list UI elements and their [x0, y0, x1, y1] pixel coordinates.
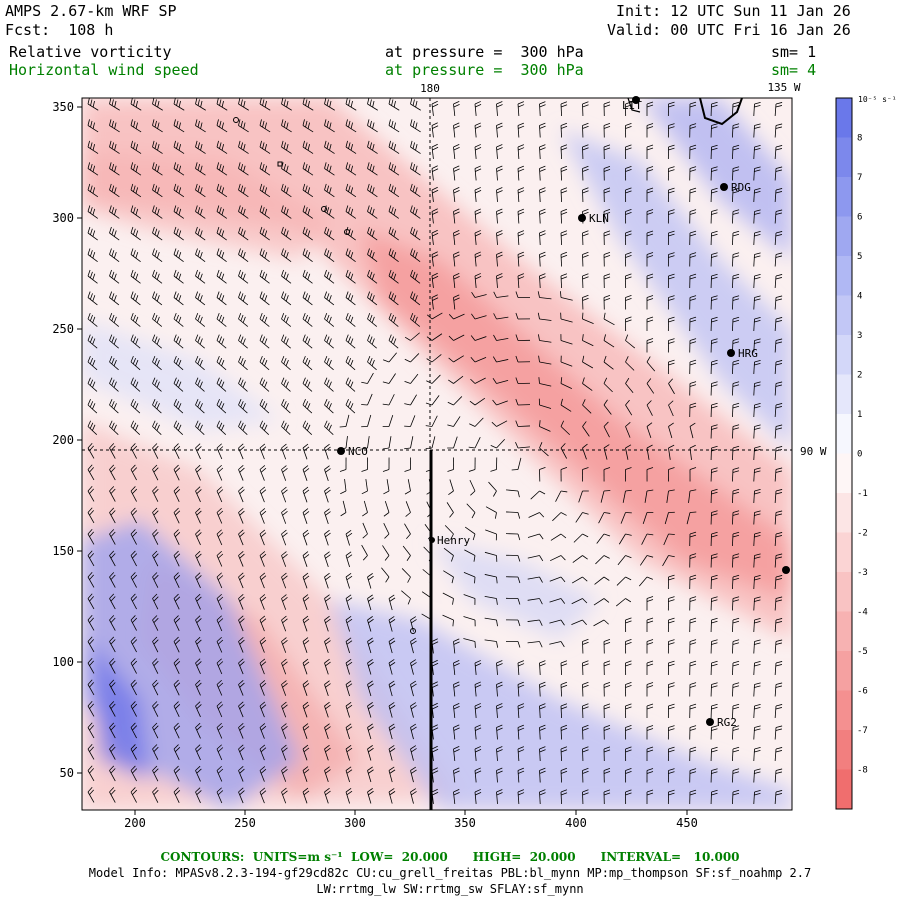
field2-name: Horizontal wind speed [9, 61, 199, 79]
field1-name: Relative vorticity [9, 43, 172, 61]
colorbar-label: 5 [857, 252, 862, 262]
station-label: Henry [437, 534, 470, 547]
colorbar-label: 4 [857, 292, 862, 302]
station-label: HRG [738, 347, 758, 360]
y-tick-label: 150 [52, 544, 74, 558]
x-tick-label: 200 [124, 816, 146, 830]
y-tick-label: 350 [52, 100, 74, 114]
init-time: Init: 12 UTC Sun 11 Jan 26 [616, 2, 851, 20]
physics-info: LW:rrtmg_lw SW:rrtmg_sw SFLAY:sf_mynn [316, 882, 584, 896]
colorbar: 10⁻⁵ s⁻¹ 8 7 6 5 4 3 2 1 0 -1 -2 -3 -4 -5 -6 -7 -8 [835, 95, 897, 810]
valid-time: Valid: 00 UTC Fri 16 Jan 26 [607, 21, 851, 39]
y-tick-label: 200 [52, 433, 74, 447]
x-tick-label: 250 [234, 816, 256, 830]
colorbar-swatch [836, 256, 852, 296]
lon-135w-label: 135 W [767, 81, 800, 94]
y-tick-label: 50 [60, 766, 74, 780]
station-label: KLN [589, 212, 609, 225]
station-dot [727, 349, 735, 357]
lon-180-label: 180 [420, 82, 440, 95]
station-dot [706, 718, 714, 726]
colorbar-swatch [836, 651, 852, 691]
colorbar-label: -6 [857, 687, 868, 697]
y-tick-label: 250 [52, 322, 74, 336]
colorbar-swatch [836, 769, 852, 810]
colorbar-swatch [836, 295, 852, 336]
x-tick-label: 300 [344, 816, 366, 830]
station-label: RG2 [717, 716, 737, 729]
field2-level: at pressure = 300 hPa [385, 61, 584, 79]
coastline-west [627, 97, 641, 113]
colorbar-label: 6 [857, 213, 862, 223]
colorbar-swatch [836, 335, 852, 375]
colorbar-unit: 10⁻⁵ s⁻¹ [858, 95, 897, 104]
colorbar-swatch [836, 611, 852, 652]
colorbar-swatch [836, 98, 852, 138]
colorbar-swatch [836, 177, 852, 217]
colorbar-swatch [836, 216, 852, 257]
colorbar-swatch [836, 572, 852, 612]
lat-90w-label: 90 W [800, 445, 827, 458]
marker-circle [233, 117, 239, 123]
colorbar-label: -1 [857, 489, 868, 499]
station-dot [337, 447, 345, 455]
colorbar-label: -3 [857, 568, 868, 578]
x-tick-label: 350 [454, 816, 476, 830]
field2-smoothing: sm= 4 [771, 61, 817, 79]
contour-info: CONTOURS: UNITS=m s⁻¹ LOW= 20.000 HIGH= … [160, 850, 740, 864]
colorbar-label: 2 [857, 371, 862, 381]
colorbar-swatch [836, 374, 852, 415]
colorbar-swatch [836, 532, 852, 573]
colorbar-label: -2 [857, 529, 868, 539]
map-frame [81, 97, 793, 811]
marker-square [277, 161, 283, 167]
field1-smoothing: sm= 1 [771, 43, 817, 61]
x-tick-label: 400 [565, 816, 587, 830]
station-label: NCO [348, 445, 368, 458]
axes: 200 250 300 350 400 450 350 300 250 200 … [52, 81, 827, 830]
colorbar-label: -4 [857, 608, 868, 618]
colorbar-swatch [836, 493, 852, 533]
colorbar-swatch [836, 730, 852, 770]
station-dot [720, 183, 728, 191]
colorbar-label: 0 [857, 450, 862, 460]
colorbar-label: 3 [857, 331, 862, 341]
field1-level: at pressure = 300 hPa [385, 43, 584, 61]
model-info: Model Info: MPASv8.2.3-194-gf29cd82c CU:… [88, 866, 812, 880]
wind-barbs [87, 98, 783, 805]
x-tick-label: 450 [676, 816, 698, 830]
marker-circle [321, 206, 327, 212]
colorbar-label: -8 [857, 766, 868, 776]
colorbar-label: -5 [857, 647, 868, 657]
model-title: AMPS 2.67-km WRF SP [5, 2, 177, 20]
y-tick-label: 100 [52, 655, 74, 669]
forecast-hour: Fcst: 108 h [5, 21, 114, 39]
station-dot [782, 566, 790, 574]
coastline [699, 97, 743, 126]
y-tick-label: 300 [52, 211, 74, 225]
station-dot [429, 537, 435, 543]
colorbar-swatch [836, 137, 852, 178]
marker-circle [344, 229, 350, 235]
colorbar-label: -7 [857, 726, 868, 736]
station-label: LIT [622, 99, 642, 112]
colorbar-label: 8 [857, 134, 862, 144]
colorbar-swatch [836, 414, 852, 454]
stations: NCO Henry KLN RDG HRG RG2 LIT [337, 96, 790, 729]
colorbar-swatch [836, 453, 852, 494]
colorbar-swatch [836, 690, 852, 731]
station-label: RDG [731, 181, 751, 194]
colorbar-label: 7 [857, 173, 862, 183]
station-dot [578, 214, 586, 222]
marker-circle [410, 628, 416, 634]
colorbar-label: 1 [857, 410, 862, 420]
